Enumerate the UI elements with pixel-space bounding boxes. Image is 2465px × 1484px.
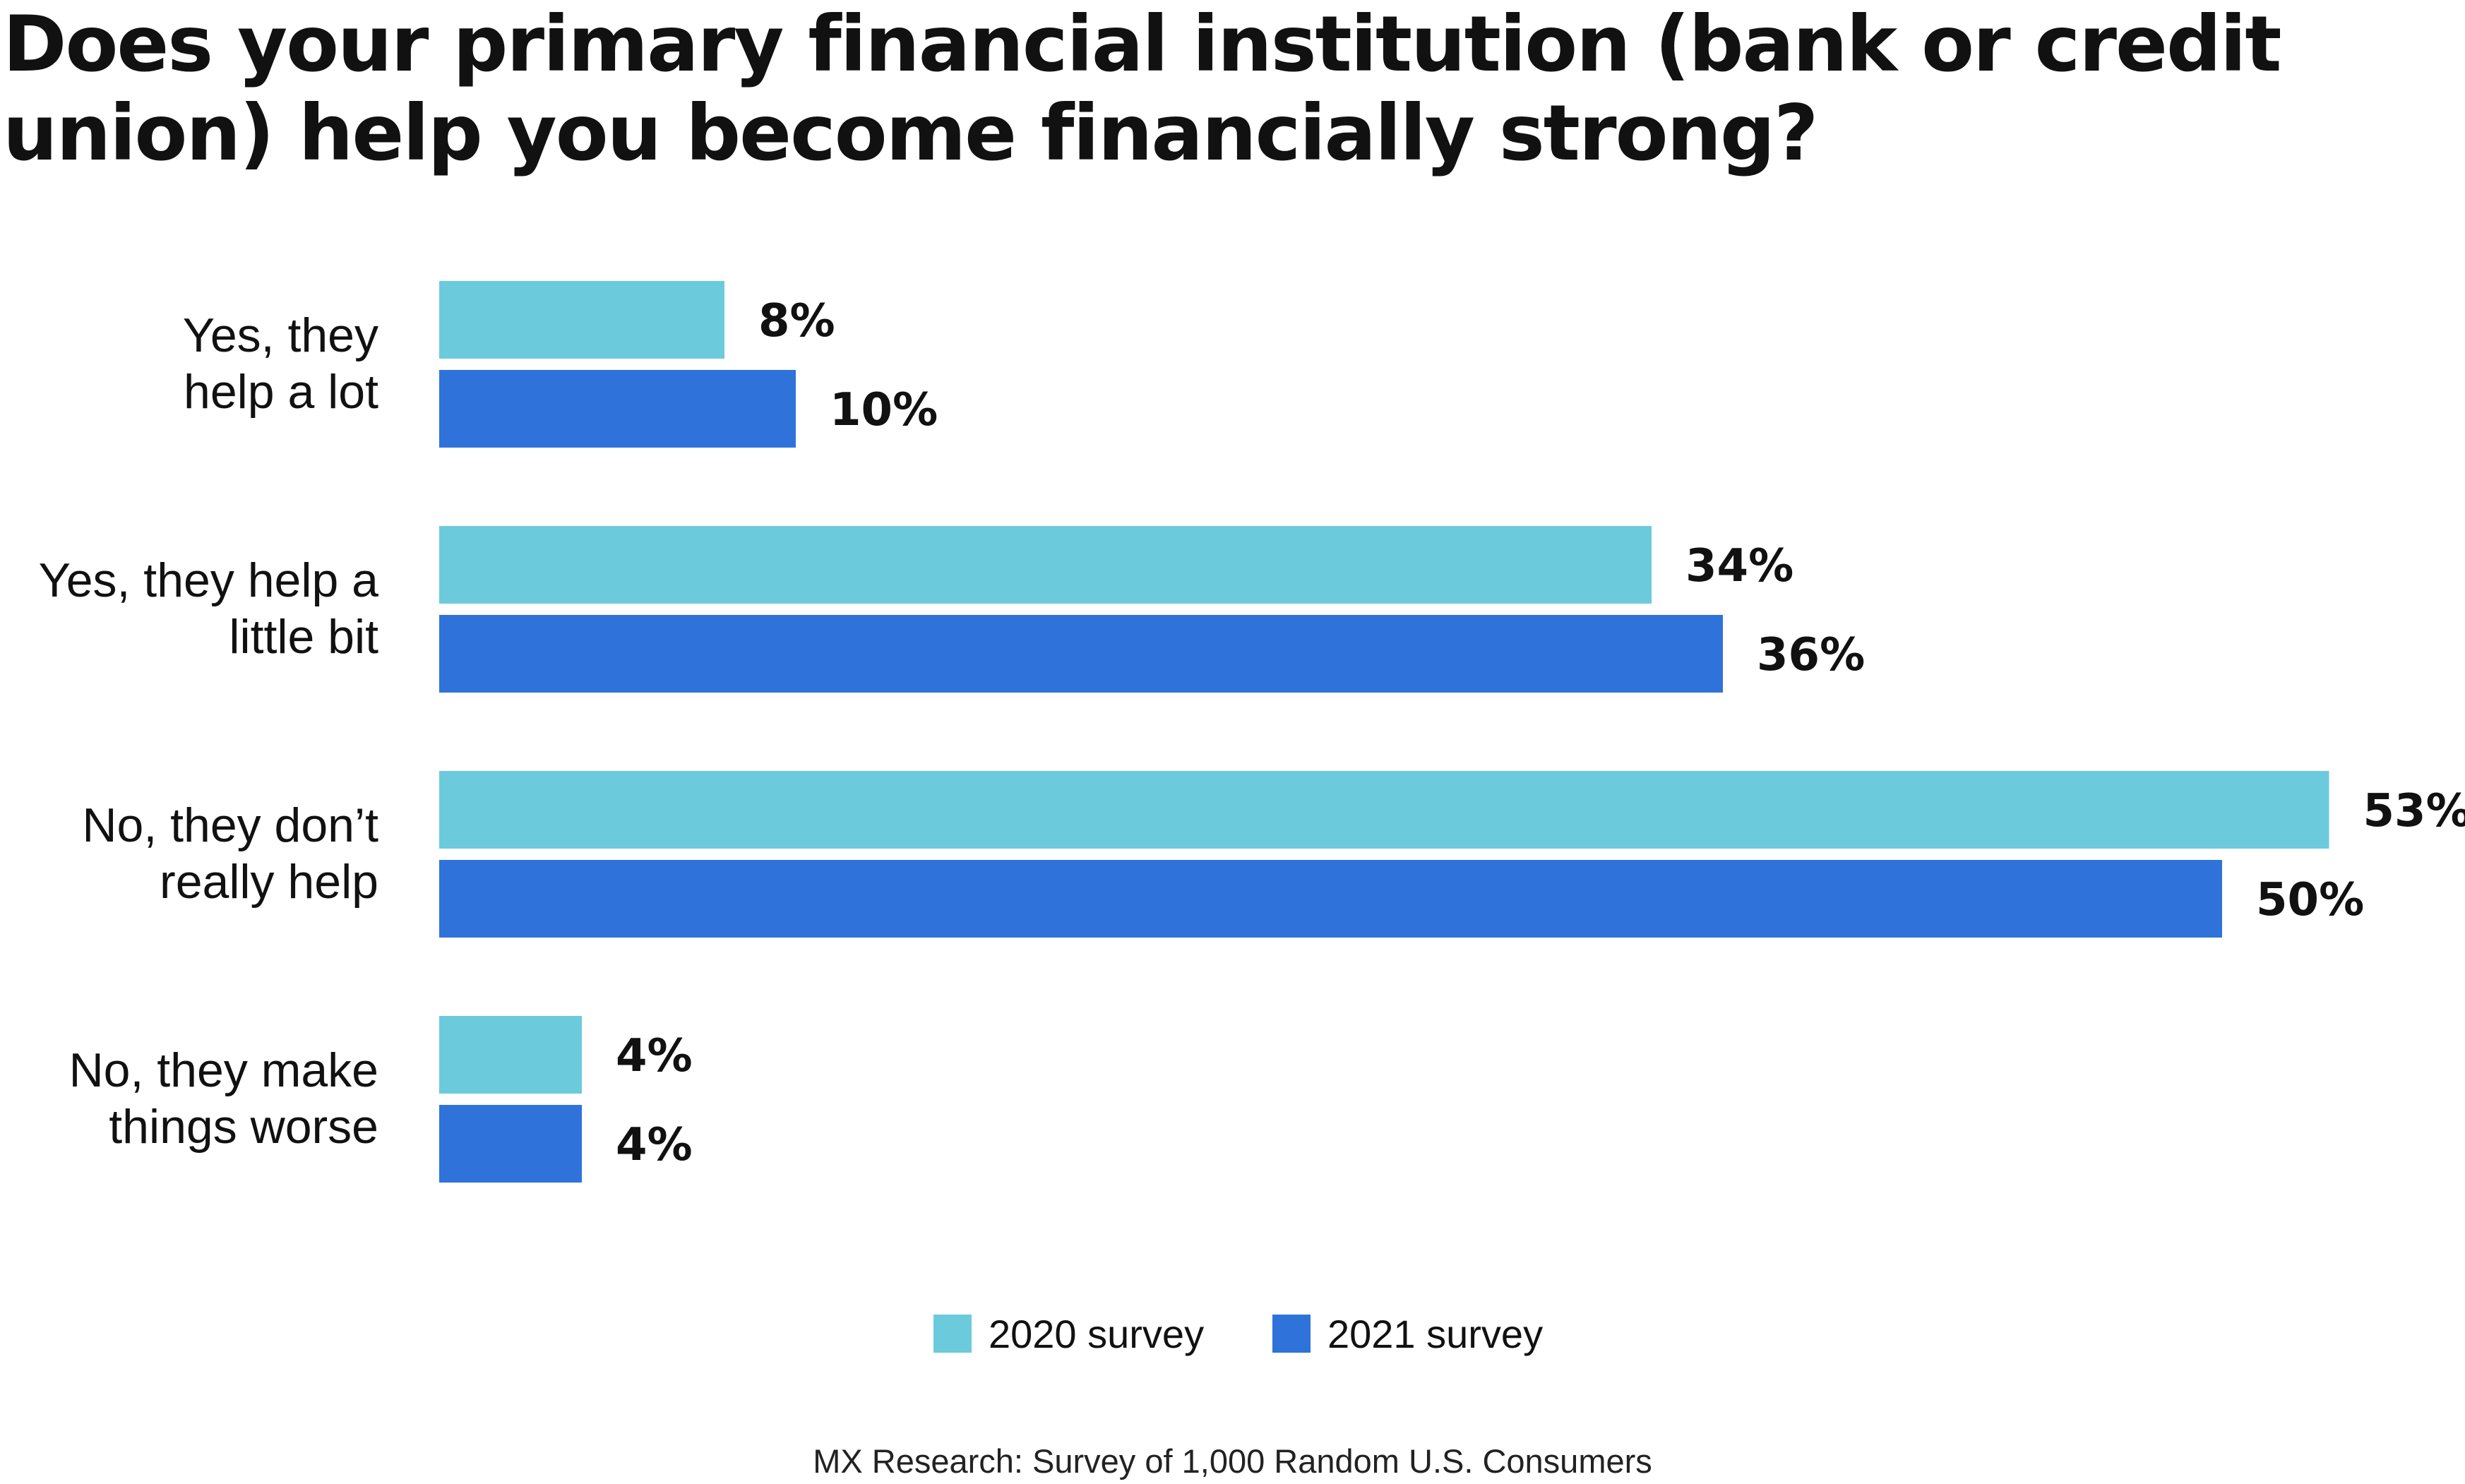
value-label: 8% — [758, 295, 835, 347]
category-labels: Yes, they help a lot Yes, they help a littl… — [39, 309, 379, 1154]
bar-2020 — [439, 281, 724, 359]
category-label-line: little bit — [229, 610, 378, 664]
legend: 2020 survey 2021 survey — [933, 1312, 1543, 1356]
bar-2020 — [439, 1016, 582, 1094]
bar-2021 — [439, 370, 796, 448]
category-label-line: really help — [160, 855, 378, 909]
value-label: 10% — [830, 384, 938, 436]
legend-swatch — [933, 1315, 972, 1353]
value-label: 4% — [616, 1030, 693, 1082]
category-label: Yes, they help a lot — [183, 309, 378, 419]
source-note: MX Research: Survey of 1,000 Random U.S.… — [813, 1442, 1652, 1480]
value-label: 34% — [1685, 540, 1793, 592]
category-label-line: No, they don’t — [82, 798, 378, 852]
category-label-line: help a lot — [184, 365, 378, 419]
category-label-line: No, they make — [69, 1043, 378, 1097]
value-labels: 8% 10% 34% 36% 53% 50% 4% 4% — [616, 295, 2465, 1171]
value-label: 36% — [1757, 629, 1865, 681]
category-label-line: Yes, they help a — [39, 553, 379, 607]
legend-label: 2021 survey — [1327, 1312, 1543, 1356]
value-label: 53% — [2363, 785, 2465, 837]
bar-2021 — [439, 615, 1723, 693]
bar-2021 — [439, 1105, 582, 1183]
value-label: 4% — [616, 1119, 693, 1171]
chart-title: Does your primary financial institution … — [3, 0, 2281, 178]
category-label-line: things worse — [109, 1100, 378, 1154]
legend-swatch — [1272, 1315, 1311, 1353]
category-label: Yes, they help a little bit — [39, 553, 379, 664]
bar-2020 — [439, 771, 2329, 849]
category-label: No, they make things worse — [69, 1043, 378, 1154]
bars-group — [439, 281, 2329, 1183]
value-label: 50% — [2256, 874, 2364, 926]
category-label-line: Yes, they — [183, 309, 378, 362]
bar-2021 — [439, 860, 2222, 938]
category-label: No, they don’t really help — [82, 798, 378, 909]
bar-2020 — [439, 526, 1652, 604]
legend-label: 2020 survey — [989, 1312, 1204, 1356]
